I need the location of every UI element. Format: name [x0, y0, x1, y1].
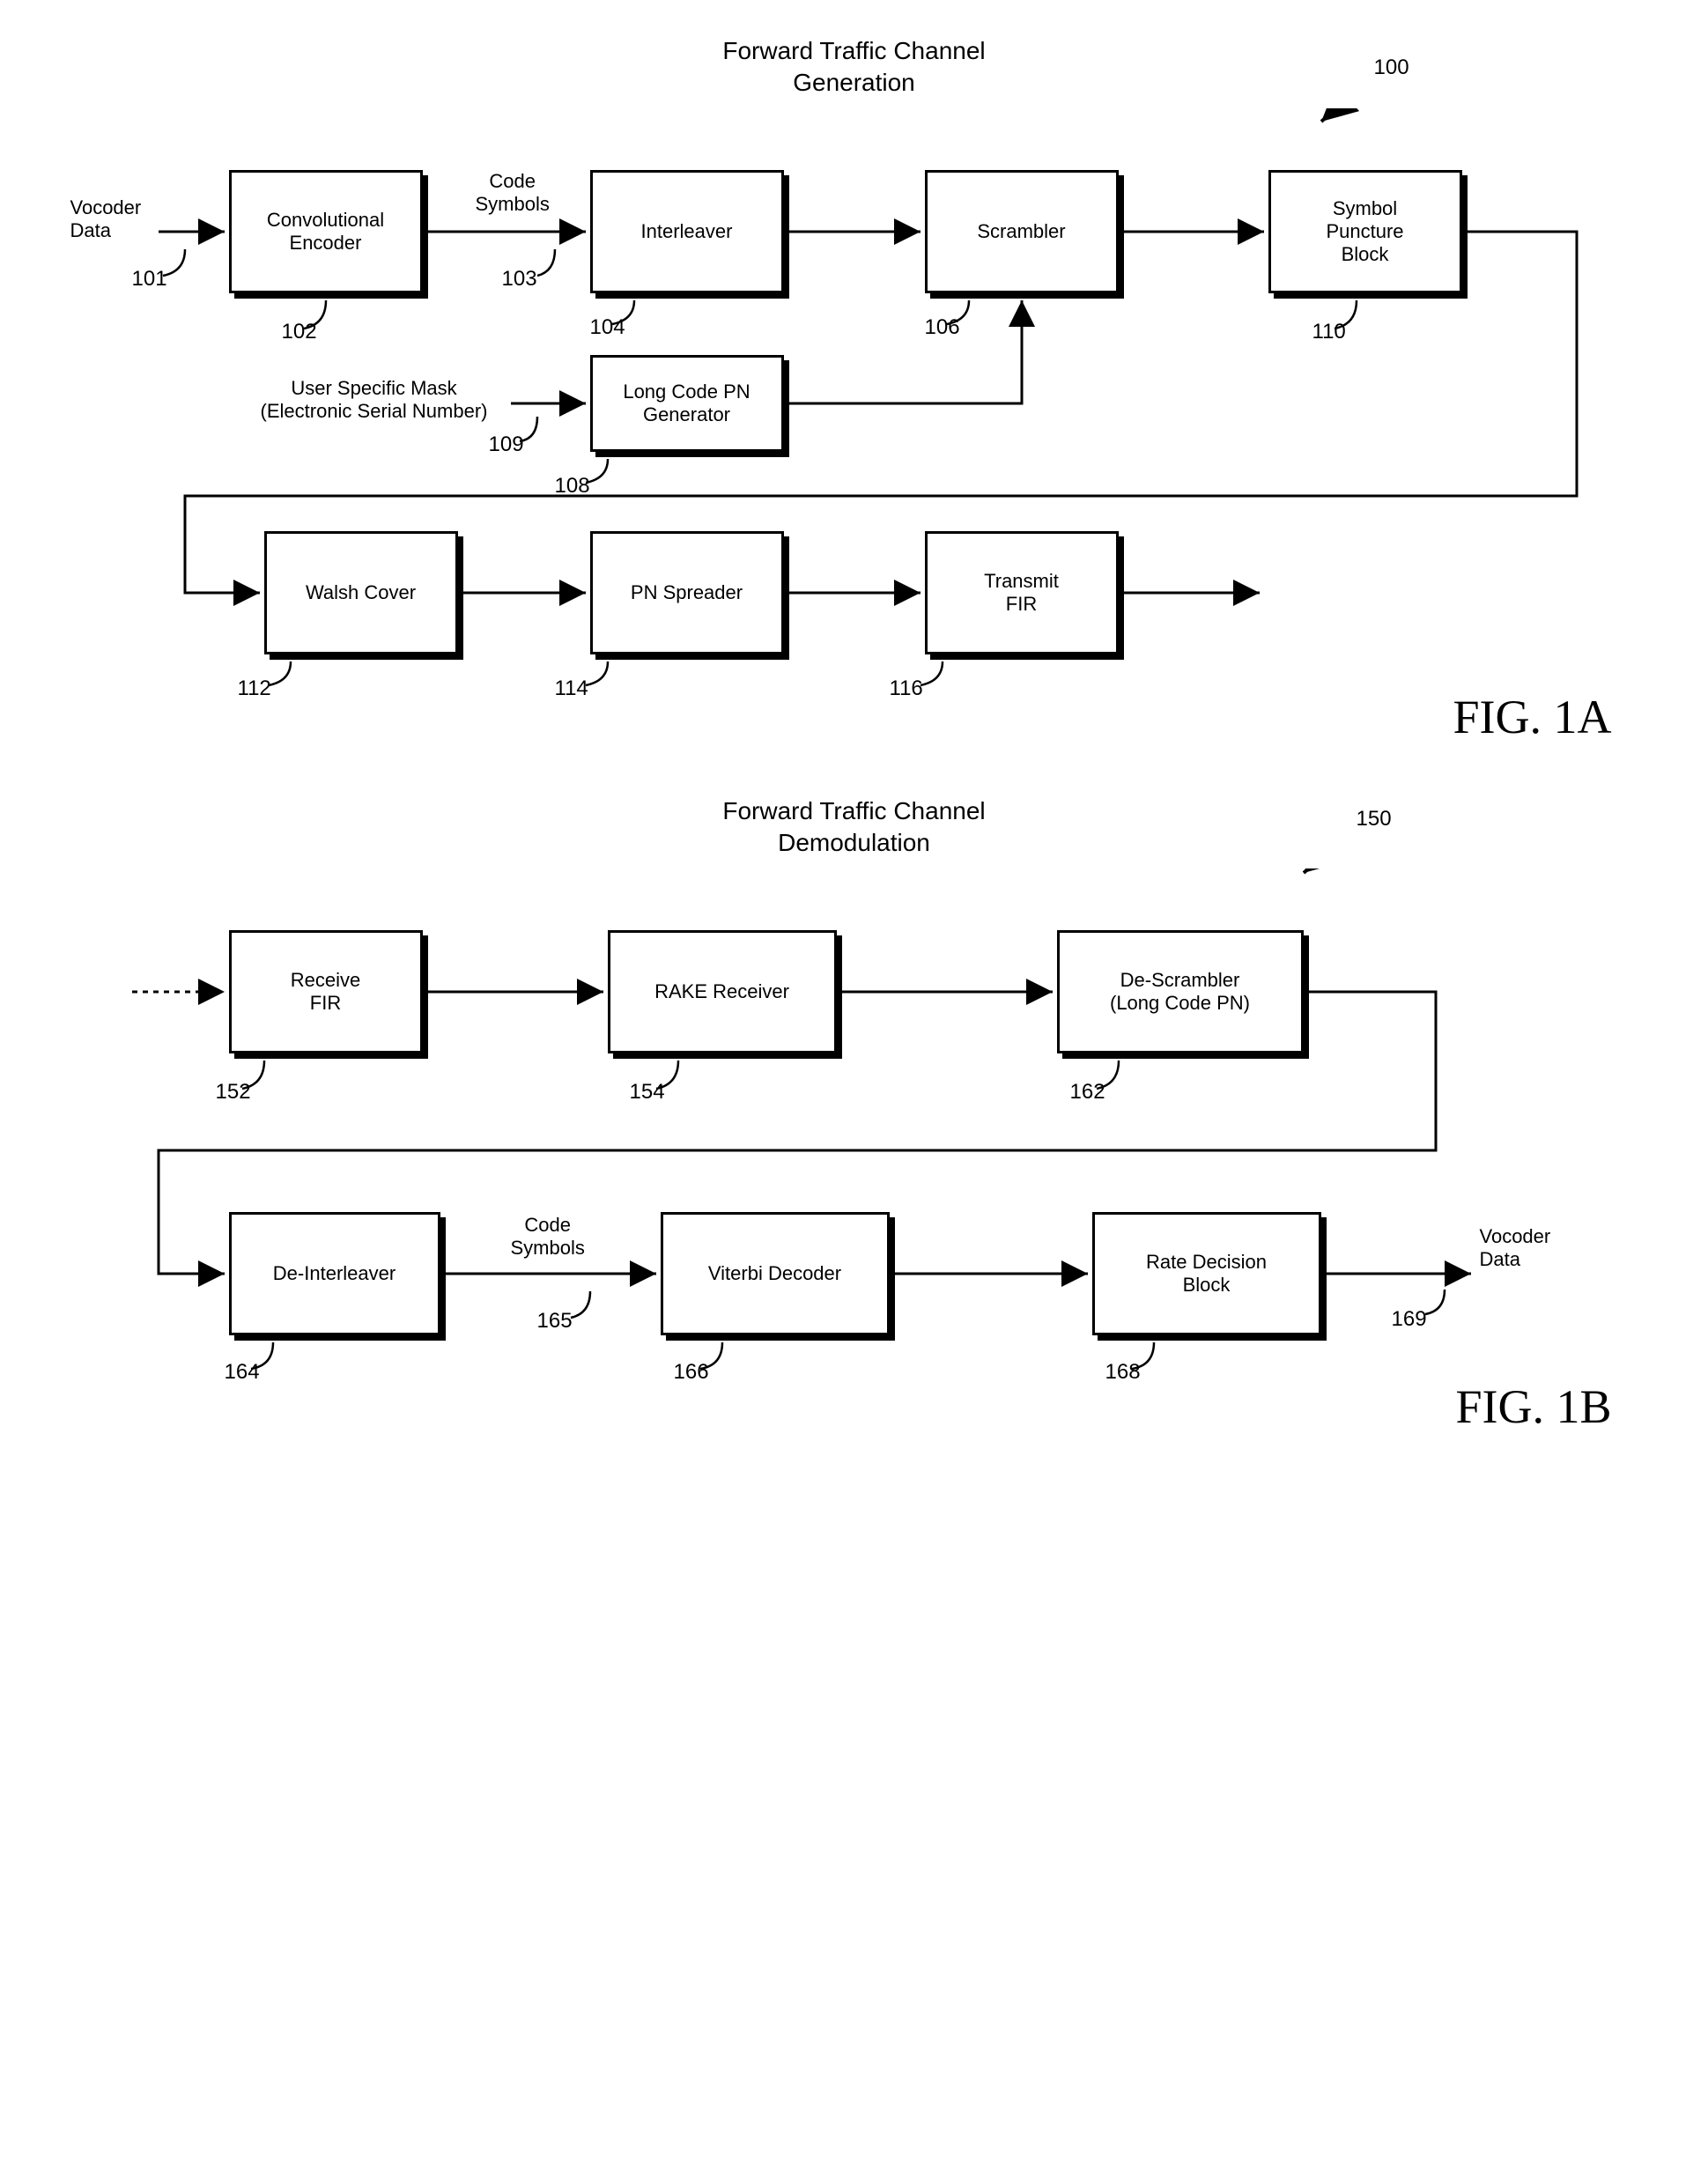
fig-b-title: Forward Traffic Channel Demodulation	[35, 795, 1673, 860]
block-receive-fir: Receive FIR	[229, 930, 423, 1053]
data-text: Data	[70, 219, 111, 241]
ref-168: 168	[1105, 1360, 1141, 1385]
fig-a-canvas: 100	[62, 108, 1647, 725]
block-transmit-fir: Transmit FIR	[925, 531, 1119, 654]
fig-b-title-line1: Forward Traffic Channel	[722, 797, 985, 824]
block-symbol-puncture: Symbol Puncture Block	[1268, 170, 1462, 293]
fig-b-output-label: Vocoder Data	[1480, 1225, 1551, 1272]
ref-112: 112	[238, 676, 271, 701]
vocoder-text: Vocoder	[70, 196, 142, 218]
fig-a-title: Forward Traffic Channel Generation	[35, 35, 1673, 100]
fig-b-title-line2: Demodulation	[778, 829, 930, 856]
fig-b-canvas: 150	[62, 868, 1647, 1441]
fig-b-main-ref: 150	[1357, 807, 1392, 832]
ref-166: 166	[674, 1360, 709, 1385]
block-rake-receiver: RAKE Receiver	[608, 930, 837, 1053]
ref-154: 154	[630, 1080, 665, 1105]
block-deinterleaver: De-Interleaver	[229, 1212, 440, 1335]
label-code-symbols-b: Code Symbols	[511, 1214, 585, 1260]
ref-164: 164	[225, 1360, 260, 1385]
fig-a-title-line1: Forward Traffic Channel	[722, 37, 985, 64]
ref-101: 101	[132, 267, 167, 292]
ref-165: 165	[537, 1309, 573, 1334]
block-pn-spreader: PN Spreader	[590, 531, 784, 654]
block-viterbi-decoder: Viterbi Decoder	[661, 1212, 890, 1335]
ref-162: 162	[1070, 1080, 1105, 1105]
ref-110: 110	[1312, 320, 1346, 344]
ref-116: 116	[890, 676, 923, 701]
fig-b-label: FIG. 1B	[1455, 1379, 1611, 1434]
block-interleaver: Interleaver	[590, 170, 784, 293]
ref-104: 104	[590, 315, 625, 340]
ref-114: 114	[555, 676, 588, 701]
block-descrambler: De-Scrambler (Long Code PN)	[1057, 930, 1304, 1053]
fig-a-label: FIG. 1A	[1453, 690, 1611, 744]
block-scrambler: Scrambler	[925, 170, 1119, 293]
ref-102: 102	[282, 320, 317, 344]
ref-152: 152	[216, 1080, 251, 1105]
ref-108: 108	[555, 474, 590, 499]
block-long-code-pn: Long Code PN Generator	[590, 355, 784, 452]
ref-106: 106	[925, 315, 960, 340]
fig-a-main-ref: 100	[1374, 55, 1409, 80]
block-conv-encoder: Convolutional Encoder	[229, 170, 423, 293]
ref-103: 103	[502, 267, 537, 292]
block-walsh-cover: Walsh Cover	[264, 531, 458, 654]
fig-a-title-line2: Generation	[793, 69, 915, 96]
figure-1b: Forward Traffic Channel Demodulation 150	[35, 795, 1673, 1441]
label-user-mask: User Specific Mask (Electronic Serial Nu…	[247, 377, 502, 424]
block-rate-decision: Rate Decision Block	[1092, 1212, 1321, 1335]
label-code-symbols: Code Symbols	[476, 170, 550, 217]
fig-a-input-label: Vocoder Data	[70, 196, 142, 243]
figure-1a: Forward Traffic Channel Generation 100	[35, 35, 1673, 725]
ref-169: 169	[1392, 1307, 1427, 1332]
ref-109: 109	[489, 432, 524, 457]
